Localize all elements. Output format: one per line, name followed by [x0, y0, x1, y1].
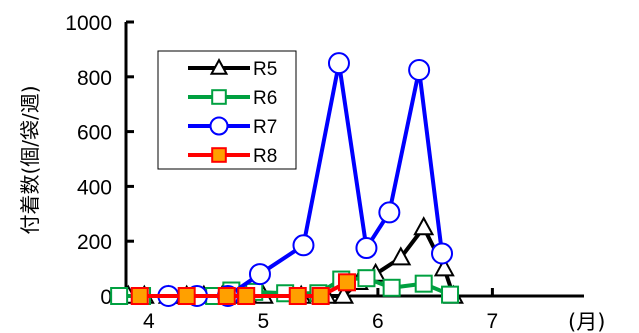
y-tick-label: 200	[77, 231, 112, 254]
data-point-R6	[441, 285, 460, 304]
data-point-R8	[288, 287, 307, 305]
legend-box	[157, 50, 297, 170]
legend-label: R7	[253, 117, 277, 138]
data-point-R7	[431, 242, 454, 265]
data-point-R8	[177, 287, 196, 305]
x-unit-label: (月)	[568, 310, 605, 333]
y-tick-label: 800	[77, 67, 112, 90]
data-point-R5	[390, 246, 412, 266]
data-point-R5	[413, 216, 435, 236]
legend-label: R8	[253, 146, 277, 167]
legend-marker	[211, 89, 227, 105]
x-tick-label: 6	[372, 310, 384, 333]
data-point-R7	[292, 234, 315, 257]
legend-item-R6: R6	[188, 88, 277, 109]
series-layer	[110, 52, 464, 307]
data-point-R7	[378, 201, 401, 224]
data-point-R8	[337, 273, 356, 292]
series-R8	[130, 273, 356, 305]
legend-label: R5	[253, 59, 277, 80]
y-tick-label: 0	[100, 286, 112, 309]
data-point-R5	[333, 284, 355, 304]
data-point-R6	[110, 287, 129, 305]
legend-item-R7: R7	[188, 116, 277, 138]
y-tick-label: 1000	[65, 12, 112, 35]
data-point-R7	[355, 237, 378, 260]
legend-marker	[209, 58, 229, 75]
y-tick-label: 600	[77, 122, 112, 145]
legend-marker	[209, 116, 229, 136]
x-tick-label: 5	[258, 310, 270, 333]
axes: 0 200 400 600 800 1000 4 5 6 7	[65, 12, 584, 333]
legend: R5 R6 R7 R8	[157, 50, 297, 170]
legend-marker	[211, 147, 227, 163]
x-tick-label: 4	[143, 310, 155, 333]
data-point-R8	[237, 287, 256, 305]
data-point-R7	[327, 52, 350, 75]
data-point-R6	[382, 278, 401, 297]
y-tick-label: 400	[77, 176, 112, 199]
x-tick-label: 7	[487, 310, 499, 333]
data-point-R6	[414, 274, 433, 293]
legend-label: R6	[253, 88, 277, 109]
data-point-R8	[130, 287, 149, 305]
data-point-R8	[217, 287, 236, 305]
legend-item-R5: R5	[188, 58, 277, 80]
data-point-R6	[357, 269, 376, 288]
y-axis-label: 付着数(個/袋/週)	[18, 85, 42, 234]
data-point-R7	[248, 263, 271, 286]
data-point-R5	[433, 257, 455, 277]
data-point-R7	[408, 58, 431, 81]
legend-item-R8: R8	[188, 146, 277, 167]
data-point-R8	[311, 287, 330, 305]
